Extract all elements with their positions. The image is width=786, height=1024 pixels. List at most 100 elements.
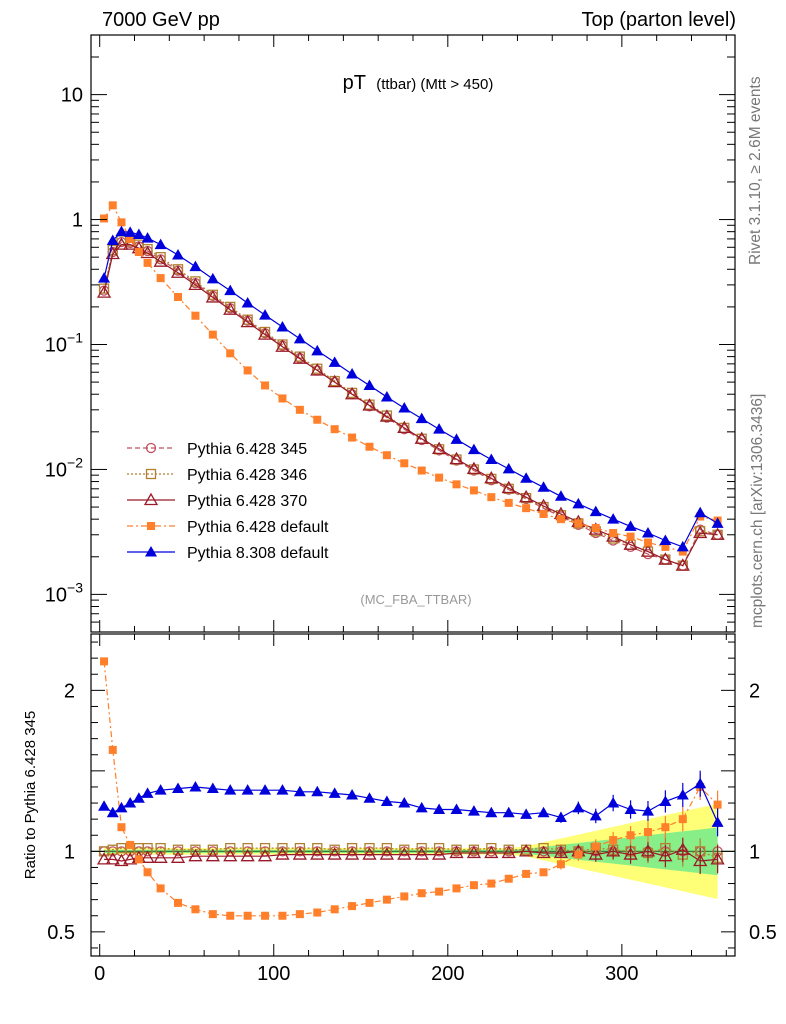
ratio-point xyxy=(241,784,254,795)
ratio-point xyxy=(554,811,567,823)
ratio-point xyxy=(466,845,482,859)
ratio-point xyxy=(240,848,255,862)
main-point xyxy=(327,374,342,388)
ratio-point xyxy=(134,855,143,864)
ratio-y-tick-label-left: 2 xyxy=(64,680,75,702)
legend-label: Pythia 6.428 370 xyxy=(187,493,307,510)
main-point xyxy=(243,366,252,375)
ratio-point xyxy=(485,806,498,818)
ratio-point xyxy=(257,848,273,862)
main-point xyxy=(452,480,461,489)
ratio-point xyxy=(502,806,515,818)
main-point xyxy=(572,497,585,509)
main-point xyxy=(156,274,165,283)
main-point xyxy=(623,537,638,550)
ratio-series-line xyxy=(103,661,719,917)
main-point xyxy=(330,425,339,434)
main-point xyxy=(435,473,444,482)
ratio-point xyxy=(520,808,533,819)
main-point xyxy=(174,292,183,301)
main-point xyxy=(624,520,637,531)
ratio-point xyxy=(379,847,395,860)
ratio-point xyxy=(659,795,672,806)
ratio-point xyxy=(189,780,202,792)
ratio-point xyxy=(431,847,447,860)
ratio-point xyxy=(259,842,271,854)
ratio-point xyxy=(154,784,167,795)
main-point xyxy=(711,517,724,528)
ratio-point xyxy=(451,844,462,855)
main-point xyxy=(346,368,359,379)
main-point xyxy=(574,519,583,528)
ratio-point xyxy=(243,911,252,920)
ratio-point xyxy=(114,853,129,867)
ratio-point xyxy=(313,908,322,917)
ratio-point xyxy=(327,847,342,860)
ratio-point xyxy=(398,797,411,808)
ratio-point xyxy=(449,845,464,859)
ratio-point xyxy=(277,842,288,854)
ratio-point xyxy=(276,784,289,795)
main-point xyxy=(117,218,126,227)
main-point xyxy=(98,283,110,294)
main-point xyxy=(485,453,498,465)
main-point xyxy=(694,506,707,518)
main-point xyxy=(141,232,154,243)
legend-entry-1: Pythia 6.428 345 xyxy=(127,441,307,458)
ratio-point xyxy=(467,805,480,816)
main-point xyxy=(467,443,480,455)
main-series-4 xyxy=(100,201,722,556)
ratio-y-tick-label-left: 1 xyxy=(64,841,75,863)
legend-label: Pythia 6.428 345 xyxy=(187,441,307,458)
main-point xyxy=(205,290,220,303)
legend-entry-3: Pythia 6.428 370 xyxy=(127,492,307,510)
ratio-point xyxy=(397,847,412,860)
main-point xyxy=(659,534,672,545)
main-point xyxy=(132,228,145,239)
ratio-y-tick-label-right: 0.5 xyxy=(749,922,777,944)
ratio-point xyxy=(417,889,426,898)
main-point xyxy=(537,481,550,492)
chart-title-main: pT xyxy=(343,72,366,94)
ratio-point xyxy=(450,803,463,814)
main-point xyxy=(658,552,673,565)
ratio-point xyxy=(676,789,689,800)
ratio-point xyxy=(96,852,112,865)
ratio-point xyxy=(661,823,670,832)
ratio-point xyxy=(106,806,119,818)
ratio-point xyxy=(572,801,585,813)
ratio-point xyxy=(381,842,393,854)
ratio-point xyxy=(223,848,238,862)
ratio-point xyxy=(348,902,357,911)
main-point xyxy=(208,330,217,339)
ratio-point xyxy=(452,884,461,893)
main-point xyxy=(293,332,306,344)
ratio-point xyxy=(295,910,304,919)
legend-label: Pythia 8.308 default xyxy=(187,545,329,562)
main-point xyxy=(539,509,548,518)
ratio-point xyxy=(415,801,428,813)
main-point xyxy=(362,398,377,411)
main-point xyxy=(487,493,496,502)
main-point xyxy=(106,234,119,245)
x-tick-label: 0 xyxy=(94,963,105,985)
ratio-point xyxy=(328,787,341,798)
ratio-point xyxy=(588,847,603,860)
ratio-point xyxy=(292,847,307,860)
analysis-tag: (MC_FBA_TTBAR) xyxy=(360,592,471,607)
main-point xyxy=(124,226,137,237)
ratio-point xyxy=(242,842,253,854)
ratio-point xyxy=(416,842,427,854)
legend-marker xyxy=(147,522,155,530)
main-point xyxy=(554,490,567,501)
ratio-point xyxy=(539,868,548,877)
ratio-point xyxy=(623,847,638,860)
main-point xyxy=(466,461,482,475)
ratio-point xyxy=(156,884,165,893)
ratio-point xyxy=(658,848,673,862)
ratio-point xyxy=(365,898,374,907)
x-tick-label: 300 xyxy=(605,963,638,985)
ratio-series-3 xyxy=(96,837,725,875)
ratio-y-tick-label-right: 1 xyxy=(749,841,760,863)
main-point xyxy=(223,302,238,315)
